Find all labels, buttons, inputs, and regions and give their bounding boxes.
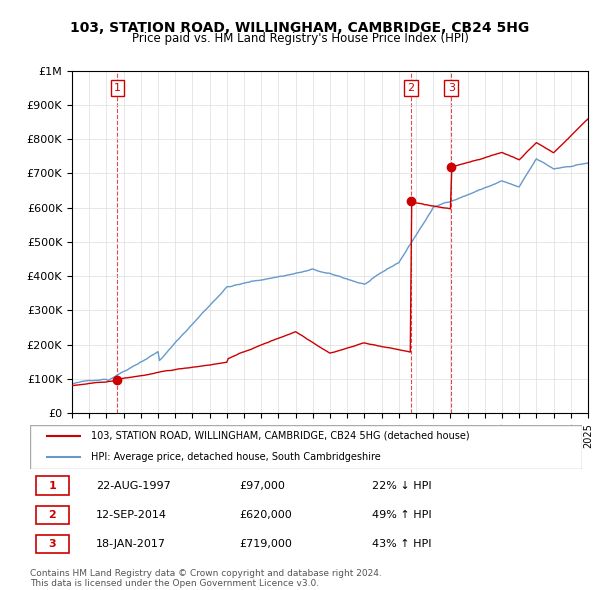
Text: 12-SEP-2014: 12-SEP-2014 xyxy=(96,510,167,520)
FancyBboxPatch shape xyxy=(30,425,582,469)
Text: 1: 1 xyxy=(114,83,121,93)
Text: £620,000: £620,000 xyxy=(240,510,293,520)
FancyBboxPatch shape xyxy=(35,506,68,524)
Text: £97,000: £97,000 xyxy=(240,480,286,490)
Text: HPI: Average price, detached house, South Cambridgeshire: HPI: Average price, detached house, Sout… xyxy=(91,452,380,461)
Text: 3: 3 xyxy=(48,539,56,549)
Text: 3: 3 xyxy=(448,83,455,93)
Text: Contains HM Land Registry data © Crown copyright and database right 2024.: Contains HM Land Registry data © Crown c… xyxy=(30,569,382,578)
Text: 2: 2 xyxy=(407,83,415,93)
Text: £719,000: £719,000 xyxy=(240,539,293,549)
Text: 18-JAN-2017: 18-JAN-2017 xyxy=(96,539,166,549)
FancyBboxPatch shape xyxy=(35,476,68,494)
Text: 22-AUG-1997: 22-AUG-1997 xyxy=(96,480,171,490)
Text: 1: 1 xyxy=(48,480,56,490)
Text: Price paid vs. HM Land Registry's House Price Index (HPI): Price paid vs. HM Land Registry's House … xyxy=(131,32,469,45)
Text: 43% ↑ HPI: 43% ↑ HPI xyxy=(372,539,432,549)
Text: 49% ↑ HPI: 49% ↑ HPI xyxy=(372,510,432,520)
Text: 103, STATION ROAD, WILLINGHAM, CAMBRIDGE, CB24 5HG (detached house): 103, STATION ROAD, WILLINGHAM, CAMBRIDGE… xyxy=(91,431,469,441)
Text: This data is licensed under the Open Government Licence v3.0.: This data is licensed under the Open Gov… xyxy=(30,579,319,588)
Text: 2: 2 xyxy=(48,510,56,520)
FancyBboxPatch shape xyxy=(35,535,68,553)
Text: 103, STATION ROAD, WILLINGHAM, CAMBRIDGE, CB24 5HG: 103, STATION ROAD, WILLINGHAM, CAMBRIDGE… xyxy=(70,21,530,35)
Text: 22% ↓ HPI: 22% ↓ HPI xyxy=(372,480,432,490)
